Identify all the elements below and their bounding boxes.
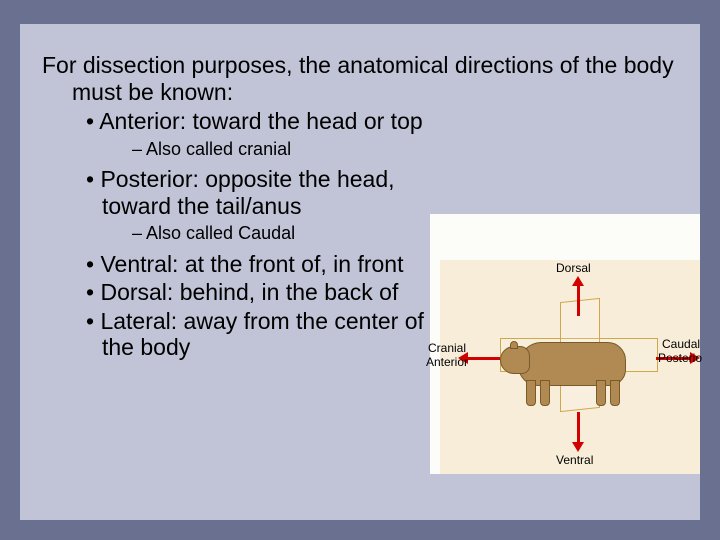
animal-ear (510, 341, 518, 349)
animal-figure (500, 314, 650, 409)
anatomy-diagram: Dorsal Ventral Cranial Anterior Caudal P… (430, 214, 700, 474)
label-anterior: Anterior (426, 356, 468, 369)
arrow-dorsal (572, 276, 584, 316)
text-column: Anterior: toward the head or top – Also … (42, 106, 442, 360)
arrow-ventral (572, 412, 584, 452)
sub-anterior: – Also called cranial (132, 135, 442, 165)
animal-head (500, 346, 530, 374)
animal-leg (540, 380, 550, 406)
label-posterior: Posterio (658, 352, 702, 365)
bullet-posterior: Posterior: opposite the head, toward the… (102, 164, 442, 219)
label-caudal: Caudal (662, 338, 700, 351)
label-dorsal: Dorsal (556, 262, 591, 275)
intro-text: For dissection purposes, the anatomical … (72, 52, 678, 106)
animal-leg (596, 380, 606, 406)
sub-posterior: – Also called Caudal (132, 219, 442, 249)
slide-panel: For dissection purposes, the anatomical … (20, 24, 700, 520)
label-ventral: Ventral (556, 454, 593, 467)
label-cranial: Cranial (428, 342, 466, 355)
animal-leg (610, 380, 620, 406)
bullet-dorsal: Dorsal: behind, in the back of (102, 277, 442, 305)
bullet-ventral: Ventral: at the front of, in front (102, 249, 442, 277)
animal-leg (526, 380, 536, 406)
bullet-anterior: Anterior: toward the head or top (102, 106, 442, 134)
bullet-lateral: Lateral: away from the center of the bod… (102, 306, 442, 361)
